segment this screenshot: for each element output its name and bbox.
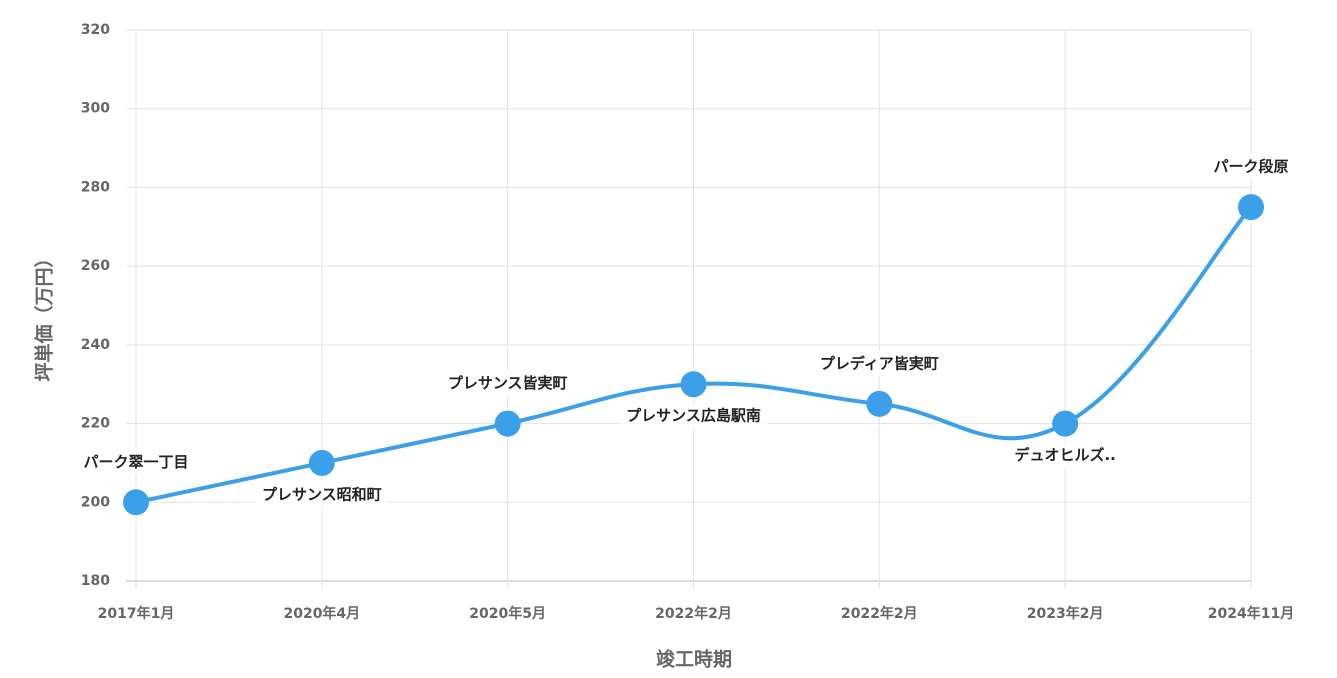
- point-label-bg: [77, 448, 195, 475]
- point-label-bg: [620, 402, 767, 429]
- y-axis-title: 坪単価（万円）: [33, 248, 56, 381]
- point-label: パーク段原: [1213, 158, 1288, 176]
- point: [308, 449, 335, 476]
- point: [494, 410, 521, 437]
- x-tick-label: 2024年11月: [1208, 605, 1294, 622]
- x-tick-label: 2022年2月: [655, 605, 732, 622]
- y-tick-label: 300: [81, 101, 110, 117]
- point-label: プレサンス皆実町: [448, 374, 568, 392]
- point-label: プレサンス広島駅南: [626, 407, 761, 425]
- y-tick-label: 180: [81, 573, 110, 589]
- y-tick-label: 200: [81, 494, 110, 510]
- x-tick-label: 2020年4月: [283, 605, 360, 622]
- x-axis-title: 竣工時期: [656, 648, 732, 671]
- x-tick-label: 2022年2月: [841, 605, 918, 622]
- point-label: デュオヒルズ..: [1014, 446, 1115, 464]
- point-label: パーク翠一丁目: [83, 453, 188, 471]
- x-tick-label: 2017年1月: [98, 605, 175, 622]
- x-tick-label: 2020年5月: [469, 605, 546, 622]
- point-label-bg: [1008, 442, 1122, 469]
- point: [1052, 410, 1079, 437]
- y-tick-label: 240: [81, 337, 110, 353]
- point-label: プレサンス昭和町: [262, 485, 382, 503]
- point-label-bg: [441, 370, 574, 397]
- x-tick-label: 2023年2月: [1027, 605, 1104, 622]
- y-tick-label: 320: [81, 22, 110, 38]
- point-label: プレディア皆実町: [820, 354, 939, 372]
- point: [1238, 194, 1264, 221]
- point-label-bg: [813, 350, 945, 377]
- point-label-bg: [1207, 153, 1295, 180]
- point: [123, 489, 149, 516]
- y-tick-label: 220: [81, 416, 110, 432]
- point: [866, 390, 893, 417]
- y-tick-label: 280: [81, 179, 110, 195]
- point-label-bg: [255, 481, 388, 508]
- point: [680, 371, 707, 398]
- y-tick-label: 260: [81, 258, 110, 274]
